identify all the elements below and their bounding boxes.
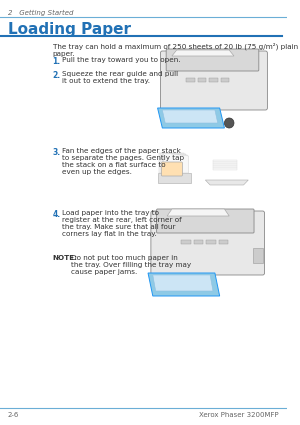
Text: Do not put too much paper in
the tray. Over filling the tray may
cause paper jam: Do not put too much paper in the tray. O… xyxy=(71,255,191,275)
Polygon shape xyxy=(167,209,229,216)
Bar xyxy=(213,168,237,170)
Bar xyxy=(213,166,237,168)
Polygon shape xyxy=(153,275,213,291)
Text: Xerox Phaser 3200MFP: Xerox Phaser 3200MFP xyxy=(199,412,279,418)
Text: 3.: 3. xyxy=(52,148,61,157)
Bar xyxy=(220,78,229,82)
Bar xyxy=(213,162,237,164)
Bar xyxy=(194,240,203,244)
Text: 1.: 1. xyxy=(52,57,61,66)
Polygon shape xyxy=(158,108,224,128)
Bar xyxy=(209,78,218,82)
Text: 2.: 2. xyxy=(52,71,61,80)
Bar xyxy=(186,78,195,82)
Polygon shape xyxy=(148,273,220,296)
Polygon shape xyxy=(158,173,191,183)
FancyBboxPatch shape xyxy=(151,211,265,275)
Text: 2   Getting Started: 2 Getting Started xyxy=(8,10,73,16)
Polygon shape xyxy=(205,180,248,185)
FancyBboxPatch shape xyxy=(157,209,254,233)
FancyBboxPatch shape xyxy=(166,49,259,71)
Polygon shape xyxy=(162,110,218,123)
Text: 2-6: 2-6 xyxy=(8,412,19,418)
Bar xyxy=(219,240,228,244)
Circle shape xyxy=(224,118,234,128)
Text: Squeeze the rear guide and pull
it out to extend the tray.: Squeeze the rear guide and pull it out t… xyxy=(62,71,178,84)
FancyBboxPatch shape xyxy=(160,51,267,110)
Polygon shape xyxy=(160,153,184,173)
Polygon shape xyxy=(172,50,234,56)
Bar xyxy=(213,164,237,166)
Polygon shape xyxy=(162,153,187,173)
Polygon shape xyxy=(161,153,186,173)
Polygon shape xyxy=(164,153,189,173)
Text: NOTE:: NOTE: xyxy=(52,255,77,261)
Text: Load paper into the tray to
register at the rear, left corner of
the tray. Make : Load paper into the tray to register at … xyxy=(62,210,182,237)
FancyBboxPatch shape xyxy=(161,162,182,176)
Bar xyxy=(198,78,206,82)
Text: 4.: 4. xyxy=(52,210,61,219)
Bar xyxy=(206,240,216,244)
Text: Fan the edges of the paper stack
to separate the pages. Gently tap
the stack on : Fan the edges of the paper stack to sepa… xyxy=(62,148,184,175)
Bar xyxy=(213,160,237,162)
Bar xyxy=(253,248,262,263)
Bar xyxy=(182,240,191,244)
Text: Loading Paper: Loading Paper xyxy=(8,22,130,37)
Text: The tray can hold a maximum of 250 sheets of 20 lb (75 g/m²) plain paper.: The tray can hold a maximum of 250 sheet… xyxy=(52,42,298,57)
Text: Pull the tray toward you to open.: Pull the tray toward you to open. xyxy=(62,57,181,63)
